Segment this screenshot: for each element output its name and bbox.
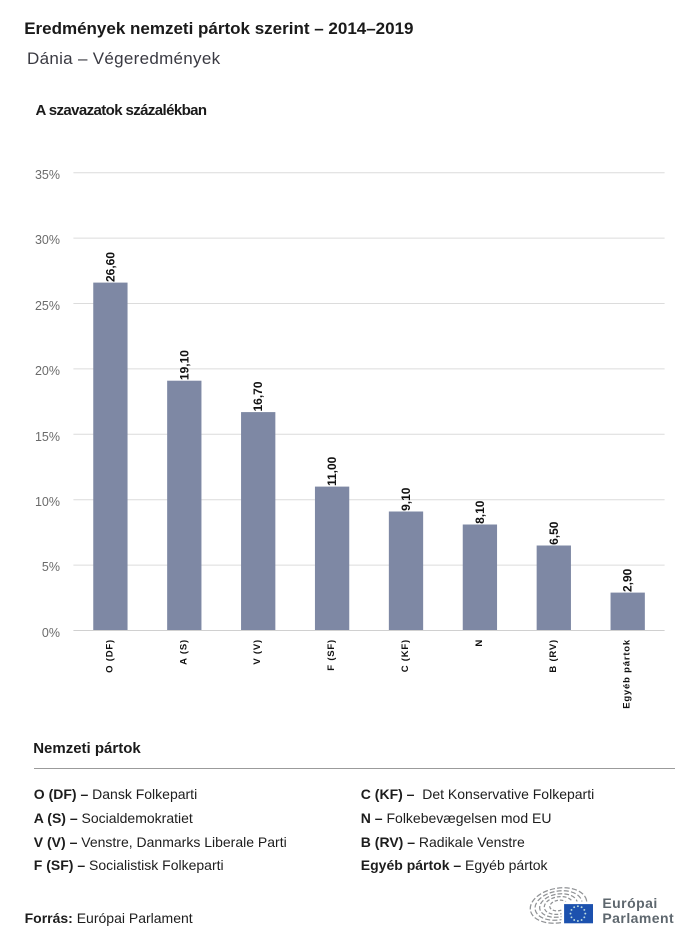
svg-text:F (SF): F (SF) [326,639,337,671]
svg-text:6,50: 6,50 [547,521,561,545]
svg-text:Európai: Európai [602,895,657,911]
svg-text:26,60: 26,60 [103,252,117,282]
svg-text:8,10: 8,10 [473,500,487,524]
svg-text:19,10: 19,10 [177,350,191,380]
svg-text:V (V): V (V) [252,639,263,665]
svg-text:11,00: 11,00 [325,456,339,486]
svg-text:2,90: 2,90 [621,568,635,592]
svg-text:O (DF): O (DF) [104,639,115,673]
svg-text:A (S): A (S) [178,639,189,665]
svg-text:Egyéb pártok: Egyéb pártok [622,639,633,709]
svg-text:Parlament: Parlament [602,910,674,926]
svg-text:16,70: 16,70 [251,381,265,411]
svg-text:B (RV): B (RV) [548,639,559,673]
svg-text:C (KF): C (KF) [400,639,411,672]
svg-text:9,10: 9,10 [399,487,413,511]
svg-text:N: N [474,639,485,647]
